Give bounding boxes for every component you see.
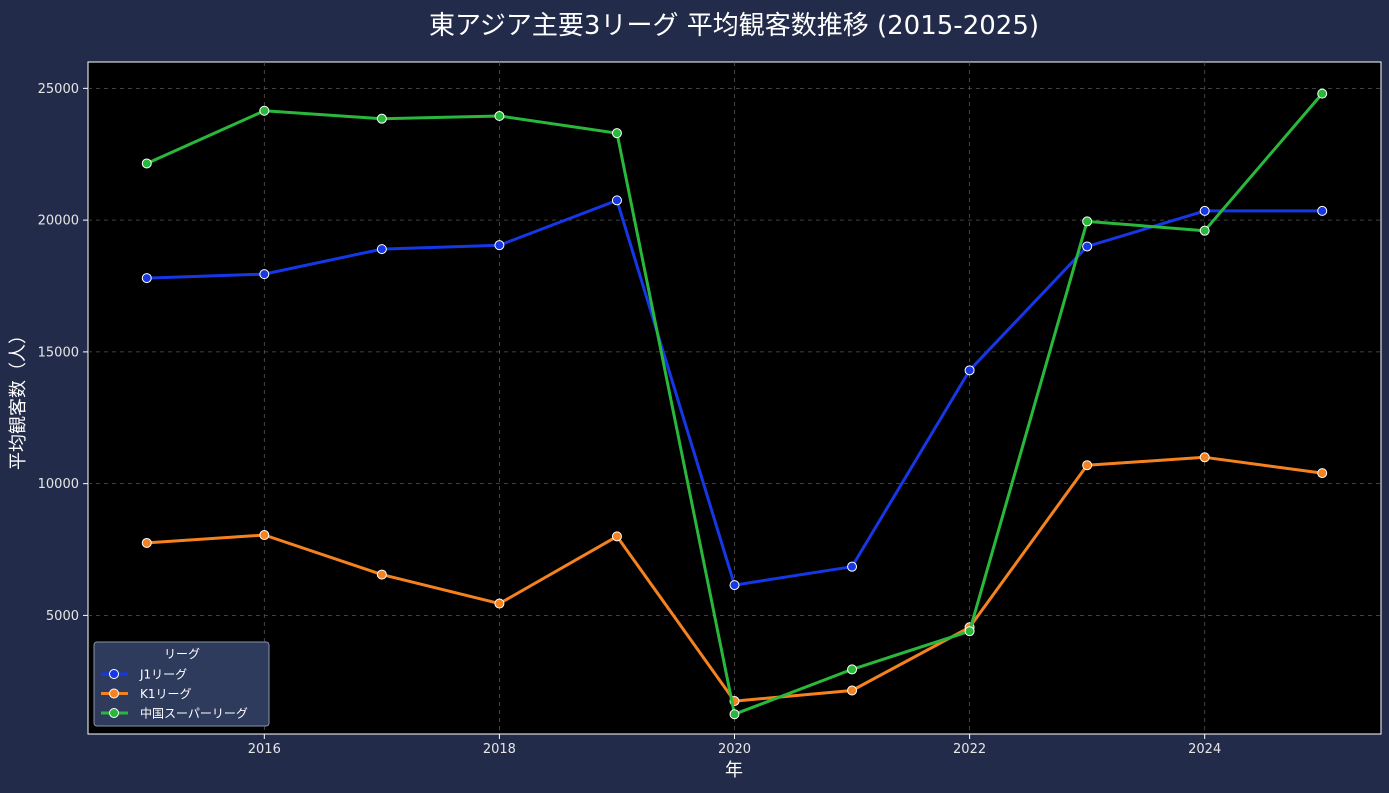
data-point [1082, 460, 1093, 471]
data-point [1082, 241, 1093, 252]
data-point [141, 537, 152, 548]
data-point [141, 158, 152, 169]
data-point [1317, 88, 1328, 99]
data-point [964, 365, 975, 376]
data-point [964, 626, 975, 637]
data-point [847, 685, 858, 696]
data-point [259, 269, 270, 280]
data-point [259, 530, 270, 541]
data-point [494, 240, 505, 251]
data-point [729, 709, 740, 720]
data-point [259, 105, 270, 116]
axis-ticks: 2016 2018 2020 2022 2024 5000 10000 15000 20000 2… [38, 82, 1222, 757]
y-tick-label: 20000 [38, 214, 79, 229]
data-point [611, 128, 622, 139]
x-tick-label: 2016 [248, 742, 281, 757]
legend-label: J1リーグ [139, 668, 187, 682]
data-point [847, 664, 858, 675]
data-point [611, 531, 622, 542]
legend-box [93, 641, 270, 727]
series-1 [141, 195, 1328, 591]
data-point [376, 569, 387, 580]
series-2 [141, 452, 1328, 707]
legend-marker [109, 669, 119, 679]
data-point [494, 111, 505, 122]
x-tick-label: 2022 [953, 742, 986, 757]
y-tick-label: 5000 [46, 609, 79, 624]
data-point [1082, 216, 1093, 227]
y-tick-label: 15000 [38, 345, 79, 360]
data-point [494, 598, 505, 609]
data-point [141, 273, 152, 284]
data-point [847, 561, 858, 572]
data-point [376, 113, 387, 124]
chart-title: 東アジア主要3リーグ 平均観客数推移 (2015-2025) [429, 11, 1039, 41]
data-point [611, 195, 622, 206]
x-tick-label: 2020 [718, 742, 751, 757]
x-tick-label: 2024 [1188, 742, 1221, 757]
x-axis-label: 年 [725, 760, 743, 781]
data-point [1199, 452, 1210, 463]
legend-label: K1リーグ [140, 687, 192, 701]
series-lines [141, 88, 1328, 720]
legend-marker [109, 688, 119, 699]
legend-label: 中国スーパーリーグ [140, 706, 248, 721]
data-point [1317, 468, 1328, 479]
data-point [729, 580, 740, 591]
data-point [1317, 205, 1328, 216]
y-axis-label: 平均観客数（人） [8, 326, 29, 470]
data-point [1199, 205, 1210, 216]
legend-title: リーグ [164, 647, 200, 661]
series-3 [141, 88, 1328, 720]
y-tick-label: 10000 [38, 477, 79, 492]
legend-marker [109, 708, 119, 718]
x-tick-label: 2018 [483, 742, 516, 757]
data-point [376, 244, 387, 255]
data-point [1199, 225, 1210, 236]
grid-lines [88, 62, 1381, 734]
y-tick-label: 25000 [38, 82, 79, 97]
